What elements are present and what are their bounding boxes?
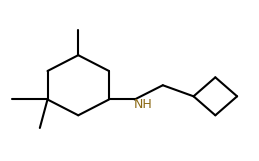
- Text: NH: NH: [133, 98, 152, 111]
